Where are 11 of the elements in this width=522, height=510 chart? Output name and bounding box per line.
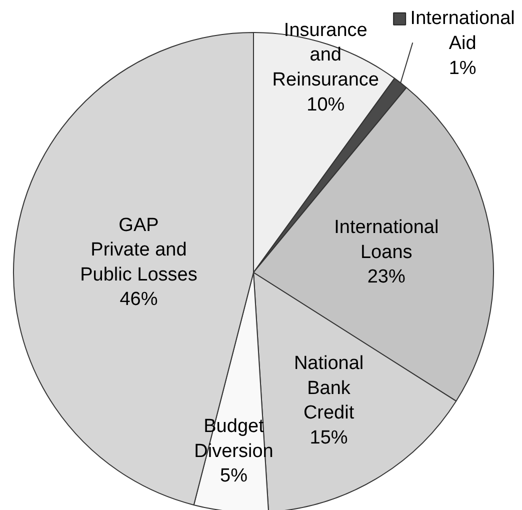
slice-label: International Loans bbox=[334, 217, 439, 263]
slice-label: National Bank Credit bbox=[294, 353, 364, 424]
legend-label: International Aid bbox=[410, 8, 515, 54]
data-label: 46% bbox=[120, 289, 158, 310]
data-label: 10% bbox=[306, 94, 345, 116]
data-label: 15% bbox=[310, 428, 348, 449]
data-label: 5% bbox=[220, 466, 248, 487]
data-label: 23% bbox=[367, 266, 406, 288]
slice-label: GAP Private and Public Losses bbox=[80, 214, 198, 286]
slice-label: Insurance and Reinsurance bbox=[272, 20, 379, 91]
data-label: 1% bbox=[448, 58, 476, 79]
